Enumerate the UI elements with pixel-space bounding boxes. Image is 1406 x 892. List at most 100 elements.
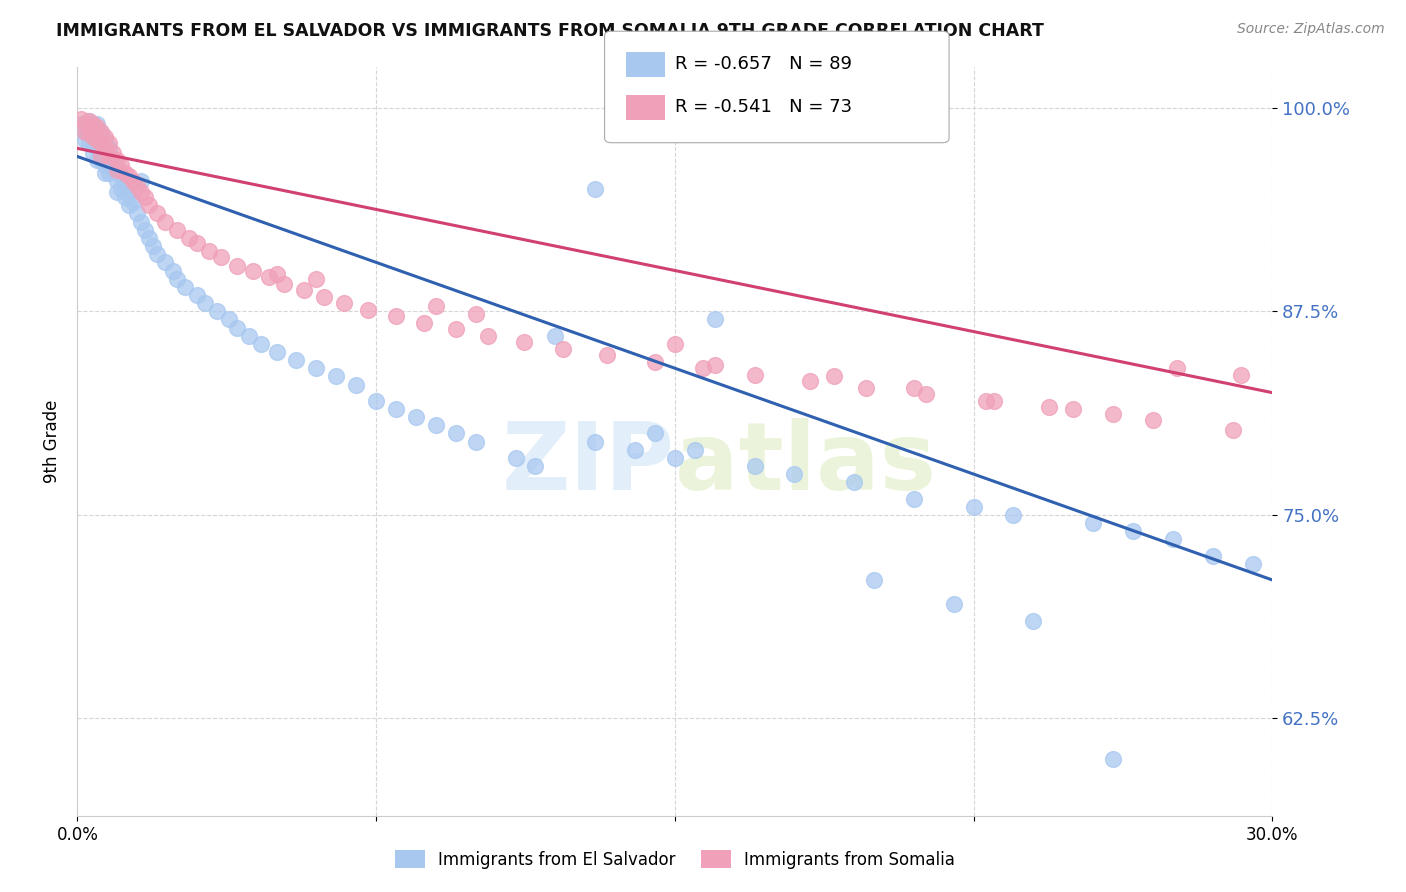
Point bbox=[305, 361, 328, 376]
Point bbox=[1201, 549, 1223, 563]
Point bbox=[644, 426, 666, 441]
Point bbox=[1102, 752, 1125, 766]
Point bbox=[90, 153, 112, 167]
Point bbox=[783, 467, 806, 482]
Point bbox=[763, 103, 786, 118]
Point bbox=[127, 178, 149, 193]
Point bbox=[138, 231, 160, 245]
Point bbox=[79, 125, 101, 139]
Point bbox=[205, 304, 228, 318]
Point bbox=[129, 174, 152, 188]
Point bbox=[1083, 516, 1105, 530]
Point bbox=[357, 302, 380, 317]
Point bbox=[915, 387, 938, 401]
Point bbox=[79, 113, 101, 128]
Point bbox=[105, 186, 128, 200]
Point bbox=[86, 120, 108, 135]
Point bbox=[444, 426, 467, 441]
Point bbox=[75, 117, 97, 131]
Point bbox=[134, 223, 156, 237]
Point bbox=[644, 355, 666, 369]
Point bbox=[70, 117, 93, 131]
Point bbox=[98, 166, 121, 180]
Point bbox=[98, 149, 121, 163]
Point bbox=[86, 141, 108, 155]
Point bbox=[1122, 524, 1144, 538]
Point bbox=[134, 190, 156, 204]
Point bbox=[86, 153, 108, 167]
Point bbox=[82, 133, 104, 147]
Point bbox=[138, 198, 160, 212]
Point bbox=[325, 369, 347, 384]
Point bbox=[103, 146, 124, 161]
Point bbox=[1062, 401, 1084, 416]
Point bbox=[177, 231, 200, 245]
Point bbox=[524, 458, 547, 473]
Point bbox=[122, 195, 145, 210]
Point bbox=[249, 336, 271, 351]
Point bbox=[186, 235, 208, 250]
Point bbox=[425, 418, 447, 433]
Point bbox=[79, 125, 101, 139]
Point bbox=[464, 308, 486, 322]
Point bbox=[86, 133, 108, 147]
Point bbox=[855, 381, 877, 395]
Point bbox=[198, 244, 221, 258]
Point bbox=[86, 117, 108, 131]
Point bbox=[464, 434, 486, 449]
Point bbox=[1002, 508, 1025, 522]
Point bbox=[385, 401, 408, 416]
Point bbox=[294, 283, 316, 297]
Point bbox=[942, 598, 965, 612]
Point bbox=[823, 369, 845, 384]
Point bbox=[844, 475, 866, 490]
Point bbox=[105, 162, 128, 177]
Point bbox=[129, 214, 152, 228]
Point bbox=[624, 442, 647, 457]
Point bbox=[129, 186, 152, 200]
Point bbox=[90, 136, 112, 151]
Point bbox=[1102, 407, 1125, 421]
Point bbox=[153, 214, 176, 228]
Point bbox=[903, 491, 925, 506]
Point bbox=[703, 358, 725, 372]
Point bbox=[146, 247, 169, 261]
Point bbox=[174, 280, 197, 294]
Point bbox=[1022, 614, 1045, 628]
Point bbox=[257, 270, 280, 285]
Point bbox=[105, 162, 128, 177]
Point bbox=[82, 130, 104, 145]
Point bbox=[186, 288, 208, 302]
Point bbox=[90, 149, 112, 163]
Point bbox=[90, 141, 112, 155]
Point bbox=[114, 190, 136, 204]
Point bbox=[683, 442, 706, 457]
Point bbox=[166, 223, 188, 237]
Point bbox=[225, 320, 247, 334]
Point bbox=[266, 267, 288, 281]
Point bbox=[974, 393, 997, 408]
Point bbox=[983, 393, 1005, 408]
Point bbox=[142, 239, 165, 253]
Point bbox=[79, 113, 101, 128]
Point bbox=[70, 112, 93, 126]
Point bbox=[583, 182, 606, 196]
Point bbox=[94, 158, 117, 172]
Point bbox=[425, 299, 447, 313]
Point bbox=[477, 328, 499, 343]
Point bbox=[94, 133, 117, 147]
Point bbox=[162, 263, 184, 277]
Point bbox=[127, 206, 149, 220]
Point bbox=[105, 174, 128, 188]
Point bbox=[110, 158, 132, 172]
Point bbox=[118, 169, 141, 183]
Point bbox=[86, 130, 108, 145]
Point bbox=[385, 309, 408, 323]
Point bbox=[444, 322, 467, 336]
Text: Source: ZipAtlas.com: Source: ZipAtlas.com bbox=[1237, 22, 1385, 37]
Point bbox=[664, 450, 686, 465]
Legend: Immigrants from El Salvador, Immigrants from Somalia: Immigrants from El Salvador, Immigrants … bbox=[388, 844, 962, 875]
Point bbox=[273, 277, 295, 291]
Text: R = -0.541   N = 73: R = -0.541 N = 73 bbox=[675, 98, 852, 116]
Point bbox=[744, 368, 766, 382]
